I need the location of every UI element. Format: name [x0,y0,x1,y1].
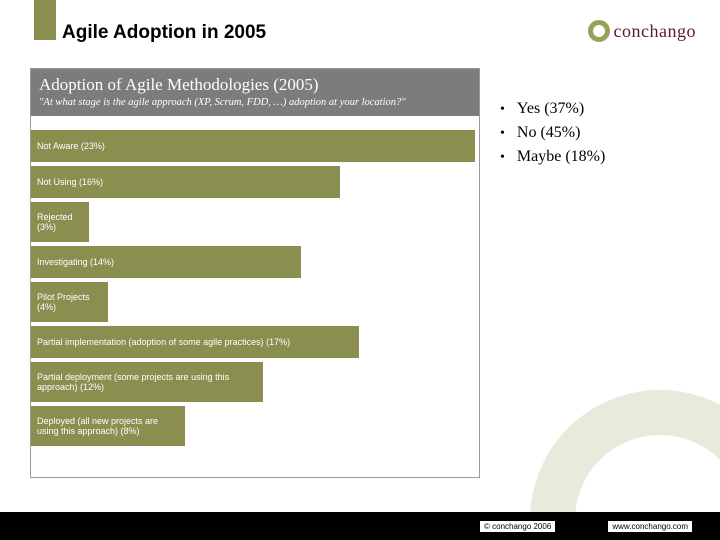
chart-subtitle: "At what stage is the agile approach (XP… [39,97,471,108]
bullet-dot-icon: • [500,103,505,117]
chart-bar-label: Investigating (14%) [37,257,114,267]
chart-bar: Deployed (all new projects are using thi… [31,406,479,446]
chart-bar: Partial deployment (some projects are us… [31,362,479,402]
chart-bar-label: Partial deployment (some projects are us… [37,372,263,393]
bullet-item: • Maybe (18%) [500,148,700,166]
logo-text: conchango [614,21,696,42]
chart-bar-fill: Rejected (3%) [31,202,89,242]
footer-copyright: © conchango 2006 [480,521,555,532]
chart-bar-fill: Investigating (14%) [31,246,301,278]
chart-bar: Investigating (14%) [31,246,479,278]
chart-bar-label: Partial implementation (adoption of some… [37,337,290,347]
chart-bar-label: Deployed (all new projects are using thi… [37,416,181,437]
chart-bar-label: Rejected (3%) [37,212,87,233]
footer-url: www.conchango.com [608,521,692,532]
title-accent-block [34,0,56,40]
chart-bar: Not Using (16%) [31,166,479,198]
bullet-dot-icon: • [500,127,505,141]
chart-bar-fill: Pilot Projects (4%) [31,282,108,322]
logo-ring-icon [588,20,610,42]
chart-header: Adoption of Agile Methodologies (2005) "… [31,69,479,116]
bullet-list: • Yes (37%) • No (45%) • Maybe (18%) [500,100,700,172]
chart-title: Adoption of Agile Methodologies (2005) [39,75,471,95]
chart-bar-fill: Not Using (16%) [31,166,340,198]
chart-bars-region: Not Aware (23%) Not Using (16%) Rejected (… [31,116,479,446]
chart-bar-fill: Partial implementation (adoption of some… [31,326,359,358]
chart-bar: Rejected (3%) [31,202,479,242]
chart-bar: Not Aware (23%) [31,130,479,162]
chart-bar-label: Not Using (16%) [37,177,103,187]
bullet-dot-icon: • [500,151,505,165]
logo: conchango [588,20,696,42]
bullet-text: Yes (37%) [517,100,584,118]
bullet-text: No (45%) [517,124,581,142]
bullet-item: • No (45%) [500,124,700,142]
bullet-text: Maybe (18%) [517,148,605,166]
chart-container: Adoption of Agile Methodologies (2005) "… [30,68,480,478]
chart-bar: Pilot Projects (4%) [31,282,479,322]
bullet-item: • Yes (37%) [500,100,700,118]
slide: Agile Adoption in 2005 conchango Adoptio… [0,0,720,540]
chart-bar: Partial implementation (adoption of some… [31,326,479,358]
chart-bar-fill: Deployed (all new projects are using thi… [31,406,185,446]
chart-bar-fill: Not Aware (23%) [31,130,475,162]
chart-bar-fill: Partial deployment (some projects are us… [31,362,263,402]
chart-bar-label: Pilot Projects (4%) [37,292,104,313]
slide-title: Agile Adoption in 2005 [62,22,266,44]
chart-bar-label: Not Aware (23%) [37,141,105,151]
